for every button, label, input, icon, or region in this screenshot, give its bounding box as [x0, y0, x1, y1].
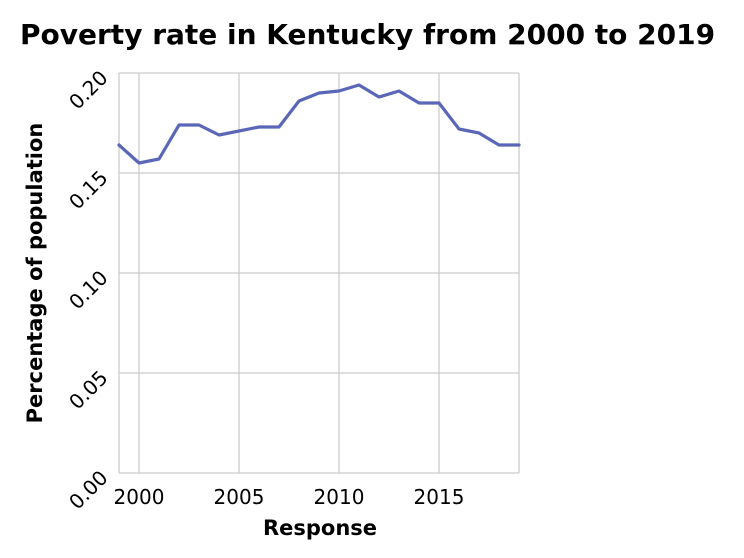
- series-line: [117, 83, 521, 165]
- y-tick-label: 0.00: [64, 466, 112, 514]
- x-tick-label: 2000: [114, 485, 165, 509]
- grid-lines: [118, 72, 520, 474]
- y-tick-label: 0.20: [64, 66, 112, 114]
- y-tick-label: 0.10: [64, 266, 112, 314]
- chart-title: Poverty rate in Kentucky from 2000 to 20…: [20, 18, 715, 51]
- x-axis-ticks: 2000 2005 2010 2015: [114, 485, 465, 509]
- x-axis-label: Response: [263, 516, 377, 540]
- y-axis-ticks: 0.00 0.05 0.10 0.15 0.20: [64, 66, 112, 514]
- y-tick-label: 0.05: [64, 366, 112, 414]
- y-axis-label: Percentage of population: [23, 123, 47, 424]
- x-tick-label: 2015: [414, 485, 465, 509]
- x-tick-label: 2005: [214, 485, 265, 509]
- y-tick-label: 0.15: [64, 166, 112, 214]
- x-tick-label: 2010: [314, 485, 365, 509]
